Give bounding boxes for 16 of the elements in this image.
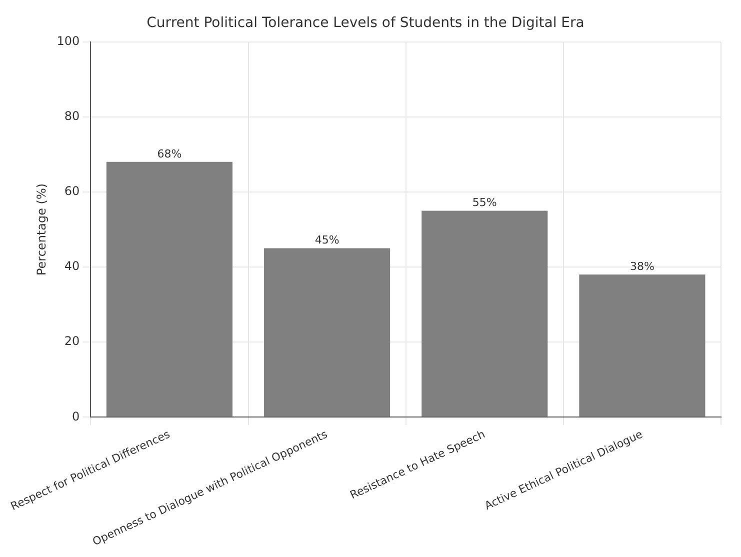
y-tick-label: 20 (64, 334, 80, 348)
bar (106, 162, 232, 417)
y-tick-label: 100 (56, 34, 80, 48)
data-label: 45% (314, 234, 340, 247)
data-label: 55% (472, 196, 497, 210)
y-tick-label: 0 (72, 409, 80, 424)
y-axis-title: Percentage (%) (34, 183, 49, 276)
y-tick-label: 40 (64, 259, 80, 274)
bar (422, 210, 548, 417)
bar (264, 248, 390, 417)
y-tick-label: 60 (64, 184, 80, 198)
bar (579, 274, 706, 417)
data-label: 38% (630, 260, 654, 273)
chart-title: Current Political Tolerance Levels of Students in the Digital Era (146, 15, 584, 32)
data-label: 68% (157, 147, 182, 160)
y-tick-label: 80 (64, 108, 80, 123)
